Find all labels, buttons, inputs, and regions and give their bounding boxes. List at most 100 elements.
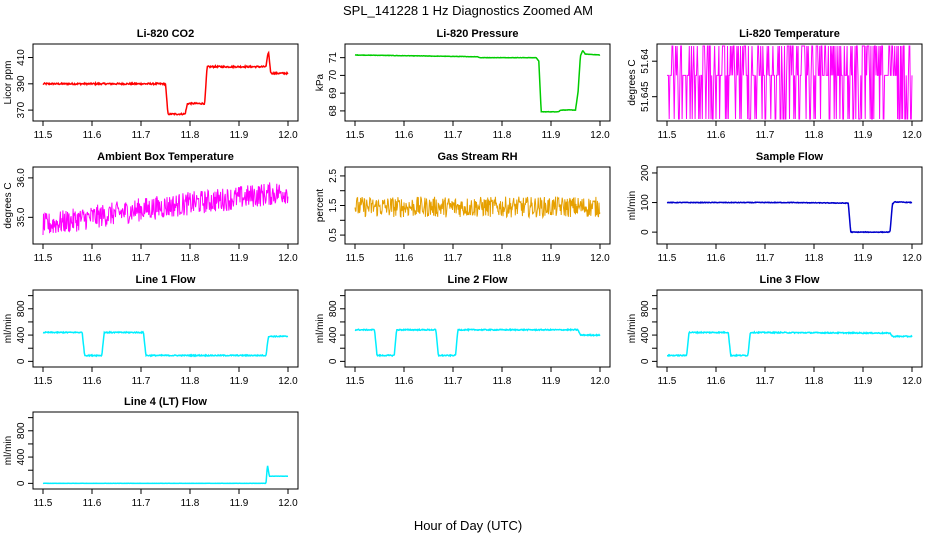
chart-panel-3: Li-820 Temperature degrees C 51.645 51.64 11…	[627, 28, 923, 141]
x-tick-label: 12.0	[278, 253, 298, 264]
x-tick-label: 11.7	[132, 498, 151, 509]
x-tick-label: 11.9	[542, 253, 561, 264]
x-tick-label: 11.6	[707, 130, 726, 141]
x-tick-label: 12.0	[590, 130, 610, 141]
plot-frame	[32, 43, 299, 122]
y-tick-label: 1.5	[328, 198, 339, 212]
plot-title: Li-820 Temperature	[739, 28, 840, 40]
x-tick-label: 11.9	[854, 376, 873, 387]
x-tick-label: 11.5	[346, 253, 365, 264]
x-tick-label: 11.8	[805, 130, 824, 141]
x-tick-label: 11.7	[444, 130, 463, 141]
x-tick-label: 11.5	[34, 376, 53, 387]
y-tick-label: 400	[640, 326, 651, 343]
x-tick-label: 12.0	[902, 376, 922, 387]
plot-title: Li-820 Pressure	[437, 28, 519, 40]
chart-panel-7: Line 1 Flow ml/min 0 400 800 11.5 11.6 11.7 11.8…	[3, 274, 299, 387]
x-tick-label: 11.8	[181, 498, 200, 509]
x-tick-label: 11.6	[395, 130, 414, 141]
series-line-1	[354, 327, 601, 358]
y-tick-label: 0	[640, 358, 651, 364]
y-tick-label: 0	[640, 229, 651, 235]
x-tick-label: 11.7	[444, 376, 463, 387]
y-tick-label: 35.0	[16, 207, 27, 227]
y-tick-label: 200	[640, 164, 651, 181]
series-line-1	[42, 182, 289, 236]
y-tick-label: 71	[328, 52, 339, 64]
y-axis-label: ml/min	[315, 314, 326, 343]
y-tick-label: 410	[16, 49, 27, 66]
plot-frame	[656, 166, 923, 245]
x-tick-label: 11.7	[132, 130, 151, 141]
y-axis-label: ml/min	[627, 191, 638, 220]
y-axis-label: Licor ppm	[3, 61, 14, 105]
series-line-1	[42, 330, 289, 358]
x-tick-label: 11.8	[181, 376, 200, 387]
x-tick-label: 11.5	[658, 130, 677, 141]
y-tick-label: 0	[16, 358, 27, 364]
x-tick-label: 11.6	[707, 253, 726, 264]
x-tick-label: 11.5	[34, 498, 53, 509]
x-tick-label: 12.0	[590, 253, 610, 264]
x-tick-label: 11.9	[854, 130, 873, 141]
x-tick-label: 11.8	[493, 253, 512, 264]
plot-frame	[656, 289, 923, 368]
y-tick-label: 390	[16, 75, 27, 92]
series-line-1	[667, 45, 913, 120]
y-tick-label: 0	[16, 480, 27, 486]
y-tick-label: 51.64	[640, 48, 651, 73]
x-tick-label: 11.5	[346, 130, 365, 141]
plot-title: Line 1 Flow	[136, 274, 196, 286]
y-tick-label: 800	[640, 300, 651, 317]
x-tick-label: 11.5	[658, 253, 677, 264]
x-tick-label: 12.0	[278, 130, 298, 141]
x-tick-label: 11.5	[658, 376, 677, 387]
x-tick-label: 11.8	[805, 376, 824, 387]
series-line-1	[666, 200, 913, 234]
x-tick-label: 11.9	[542, 130, 561, 141]
plot-title: Ambient Box Temperature	[97, 151, 234, 163]
x-tick-label: 11.6	[395, 253, 414, 264]
x-tick-label: 12.0	[902, 130, 922, 141]
y-tick-label: 800	[16, 300, 27, 317]
y-tick-label: 51.645	[640, 81, 651, 112]
plot-frame	[32, 166, 299, 245]
y-axis-label: degrees C	[627, 59, 638, 105]
x-tick-label: 11.7	[756, 130, 775, 141]
plot-title: Li-820 CO2	[137, 28, 194, 40]
x-tick-label: 11.9	[230, 376, 249, 387]
chart-panel-2: Li-820 Pressure kPa 68 69 70 71 11.5 11.6 11.7 11…	[315, 28, 611, 141]
plot-title: Line 3 Flow	[760, 274, 820, 286]
plot-frame	[656, 43, 923, 122]
plot-frame	[32, 411, 299, 490]
x-tick-label: 11.6	[83, 253, 102, 264]
series-line-1	[354, 196, 601, 220]
page-title: SPL_141228 1 Hz Diagnostics Zoomed AM	[342, 3, 594, 18]
x-tick-label: 11.8	[181, 253, 200, 264]
x-tick-label: 11.6	[83, 498, 102, 509]
y-tick-label: 800	[328, 300, 339, 317]
y-tick-label: 0.5	[328, 228, 339, 242]
x-tick-label: 11.6	[83, 376, 102, 387]
x-tick-label: 11.9	[230, 498, 249, 509]
chart-panel-10: Line 4 (LT) Flow ml/min 0 400 800 11.5 11.6 11.…	[3, 396, 299, 509]
chart-panel-8: Line 2 Flow ml/min 0 400 800 11.5 11.6 11.7 11.8…	[315, 274, 611, 387]
x-tick-label: 11.9	[542, 376, 561, 387]
series-line-1	[42, 465, 288, 485]
y-tick-label: 2.5	[328, 169, 339, 183]
x-tick-label: 12.0	[278, 498, 298, 509]
x-tick-label: 11.6	[83, 130, 102, 141]
x-tick-label: 12.0	[902, 253, 922, 264]
y-tick-label: 70	[328, 69, 339, 81]
y-axis-label: percent	[315, 189, 326, 223]
x-tick-label: 12.0	[278, 376, 298, 387]
y-tick-label: 800	[16, 422, 27, 439]
y-tick-label: 400	[328, 326, 339, 343]
y-axis-label: ml/min	[3, 314, 14, 343]
chart-panel-6: Sample Flow ml/min 0 100 200 11.5 11.6 11.7 11.8…	[627, 151, 923, 264]
x-tick-label: 12.0	[590, 376, 610, 387]
plot-frame	[344, 289, 611, 368]
chart-panel-4: Ambient Box Temperature degrees C 35.0 36.0…	[3, 151, 299, 264]
